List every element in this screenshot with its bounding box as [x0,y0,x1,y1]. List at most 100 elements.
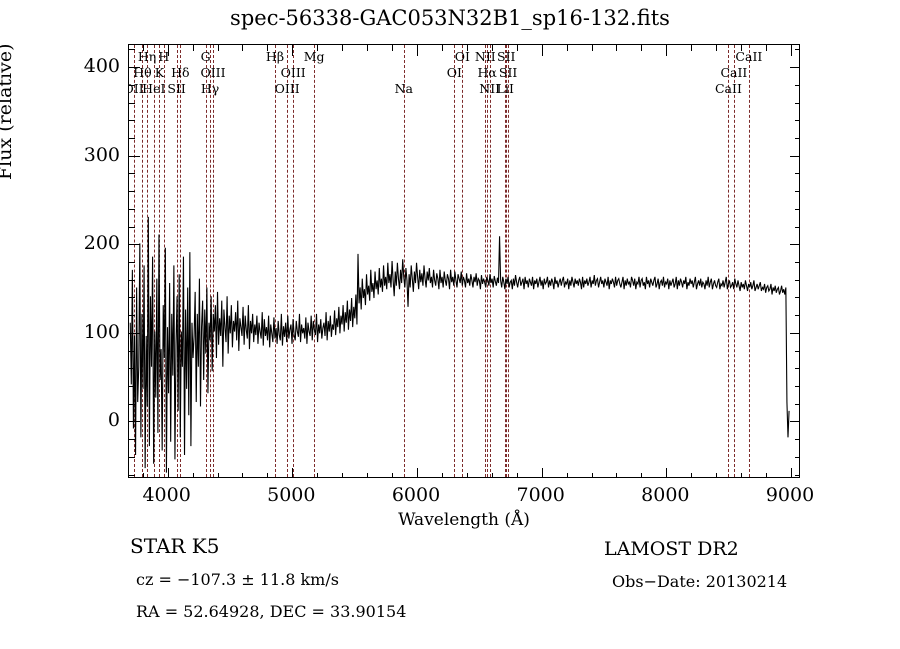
x-tick-8400 [716,473,718,477]
line-marker-OII-3727 [133,45,135,477]
x-tick-top-9000 [791,45,793,56]
line-marker-Na-5894 [403,45,405,477]
line-label-H-4861: Hβ [265,49,285,64]
x-tick-label-4000: 4000 [142,484,191,506]
x-tick-top-7400 [591,45,593,51]
line-label-NII-6548: NII [474,49,496,64]
y-tick-label-0: 0 [107,409,120,432]
y-tick--60 [129,474,135,476]
y-tick-right-80 [795,350,799,352]
line-label-OI-6300: OI [446,65,462,80]
x-tick-top-6000 [417,45,418,56]
y-tick-400 [129,67,140,69]
x-tick-top-5600 [367,45,369,51]
line-label-Mg-5175: Mg [303,49,325,64]
x-tick-top-6400 [466,45,468,51]
x-tick-top-4000 [167,45,169,56]
line-marker-HeI-3889 [153,45,155,477]
x-tick-8200 [691,473,693,477]
y-tick-180 [129,262,135,263]
line-label-H-3969: H [158,49,170,64]
x-tick-5400 [342,473,344,477]
line-marker-OIII-4364 [213,45,215,477]
y-tick-right-320 [795,138,799,139]
x-tick-top-6200 [441,45,443,51]
y-tick-right-180 [795,262,799,263]
y-tick-340 [129,120,135,122]
redshift-velocity-text: cz = −107.3 ± 11.8 km/s [136,570,339,589]
line-marker-OIII-5007 [293,45,295,477]
line-marker-H-3969 [163,45,165,477]
x-tick-6800 [516,473,518,477]
x-tick-9000 [791,468,793,477]
x-tick-4800 [267,473,269,477]
x-tick-top-8000 [666,45,668,56]
y-tick-0 [129,421,140,423]
x-tick-5800 [392,473,394,477]
y-tick-right-20 [795,403,799,405]
x-tick-7200 [566,473,568,477]
line-label-SII-6731: SII [498,65,518,80]
x-tick-top-4600 [242,45,244,51]
y-tick-380 [129,84,135,86]
x-tick-top-7800 [641,45,643,51]
y-tick-right-200 [790,244,799,246]
line-marker-CaII-8498 [728,45,730,477]
y-tick-320 [129,138,135,139]
y-tick-40 [129,386,135,387]
observation-date-text: Obs−Date: 20130214 [612,572,788,591]
x-tick-label-6000: 6000 [391,484,441,506]
y-tick-160 [129,279,135,281]
line-label-SII-6716: SII [497,49,516,64]
x-tick-top-6600 [491,45,493,51]
y-tick-300 [129,155,140,157]
line-marker-SII-4072 [176,45,178,477]
x-tick-label-5000: 5000 [267,484,316,506]
x-tick-label-7000: 7000 [516,484,565,506]
line-marker-Mg-5175 [314,45,316,477]
y-tick-220 [129,226,135,228]
x-tick-5200 [317,473,319,477]
line-marker-H-4340 [210,45,212,477]
y-tick--40 [129,456,135,458]
x-tick-top-4400 [217,45,219,51]
y-tick-right-380 [795,84,799,86]
line-label-OIII-4364: OIII [200,65,226,80]
y-tick-20 [129,403,135,405]
line-label-G-4305: G [200,49,211,64]
x-tick-6000 [417,468,418,477]
x-tick-7800 [641,473,643,477]
y-tick-260 [129,191,135,193]
line-label-H-6563: Hα [477,65,497,80]
y-tick--20 [129,439,135,441]
y-tick-280 [129,173,135,175]
line-label-Na-5894: Na [394,81,413,96]
x-tick-top-5800 [392,45,394,51]
line-label-CaII-8662: CaII [735,49,763,64]
y-tick-200 [129,244,140,246]
line-marker-K-3934 [159,45,161,477]
line-label-H-4102: Hδ [171,65,190,80]
y-tick-right-280 [795,173,799,175]
y-tick-label-200: 200 [83,232,120,255]
x-tick-top-8400 [716,45,718,51]
x-tick-top-8800 [766,45,768,51]
line-marker-OI-6300 [454,45,456,477]
y-tick-right-0 [790,421,799,423]
line-label-H-3835: Hη [137,49,157,64]
line-marker-OI-6364 [462,45,464,477]
x-tick-top-8600 [741,45,743,51]
y-tick-right-260 [795,191,799,193]
plot-frame: OIIHθHηHeIKHSIIHδHγGOIIIHβOIIIOIIIMgNaOI… [128,44,800,478]
line-label-LiI-6708: LiI [496,81,514,96]
line-label-OIII-4959: OIII [274,81,300,96]
y-tick-420 [129,49,135,51]
line-marker-CaII-8542 [733,45,735,477]
y-tick-right-140 [795,297,799,299]
x-tick-top-6800 [516,45,518,51]
object-class-text: STAR K5 [130,534,220,558]
x-tick-7400 [591,473,593,477]
y-tick-right-120 [795,315,799,317]
x-axis-title: Wavelength (Å) [398,510,530,530]
